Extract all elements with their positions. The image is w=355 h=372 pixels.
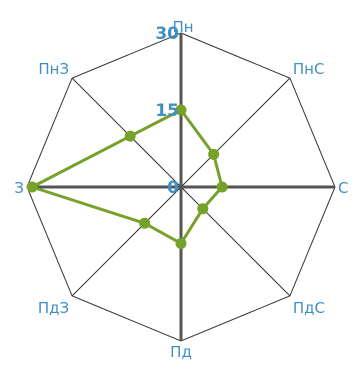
scale-label-30: 30 <box>155 24 179 44</box>
direction-label-n: Пн <box>172 18 193 36</box>
series-point <box>175 104 187 116</box>
direction-label-w: З <box>14 179 24 197</box>
direction-labels: Пн ПнС С ПдС Пд ПдЗ З ПнЗ <box>14 18 348 361</box>
series-point <box>175 237 187 249</box>
direction-label-s: Пд <box>170 343 192 361</box>
scale-label-0: 0 <box>167 178 179 198</box>
series-point <box>208 148 220 160</box>
direction-label-ne: ПнС <box>293 60 325 78</box>
scale-labels: 0 15 30 <box>155 24 179 198</box>
series-point <box>139 217 151 229</box>
direction-label-se: ПдС <box>293 299 325 317</box>
scale-label-15: 15 <box>155 101 179 121</box>
direction-label-nw: ПнЗ <box>38 60 69 78</box>
series-polygon <box>30 108 224 245</box>
spoke-line <box>71 186 182 297</box>
series-point <box>197 203 209 215</box>
direction-label-e: С <box>338 179 348 197</box>
series-point <box>216 181 228 193</box>
spoke-line <box>180 77 291 188</box>
spoke-line <box>180 186 291 297</box>
series-point <box>26 181 38 193</box>
series-markers <box>26 104 228 249</box>
series-point <box>124 130 136 142</box>
direction-label-sw: ПдЗ <box>38 299 69 317</box>
